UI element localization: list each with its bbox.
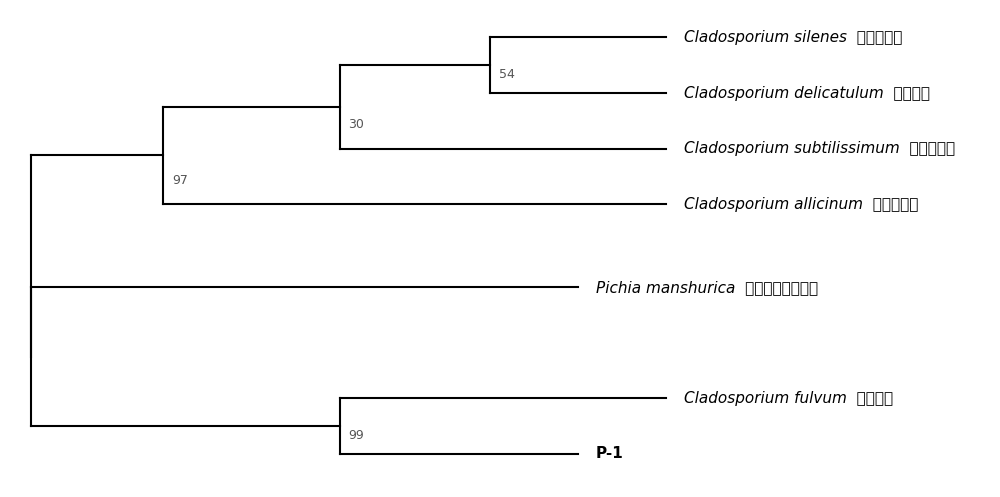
Text: Cladosporium subtilissimum  蜜囊枝孢菌: Cladosporium subtilissimum 蜜囊枝孢菌 [684,141,955,156]
Text: Cladosporium silenes  雪轮枝孢菌: Cladosporium silenes 雪轮枝孢菌 [684,30,902,45]
Text: Cladosporium allicinum  蒜状枝孢菌: Cladosporium allicinum 蒜状枝孢菌 [684,197,918,212]
Text: Pichia manshurica  曼舒里卡毕赤酵母: Pichia manshurica 曼舒里卡毕赤酵母 [596,280,818,295]
Text: Cladosporium delicatulum  皱枝孢菌: Cladosporium delicatulum 皱枝孢菌 [684,85,930,100]
Text: 30: 30 [349,118,364,131]
Text: 99: 99 [349,429,364,442]
Text: P-1: P-1 [596,446,624,461]
Text: Cladosporium fulvum  黄枝孢菌: Cladosporium fulvum 黄枝孢菌 [684,391,893,406]
Text: 54: 54 [499,68,515,81]
Text: 97: 97 [172,173,188,186]
